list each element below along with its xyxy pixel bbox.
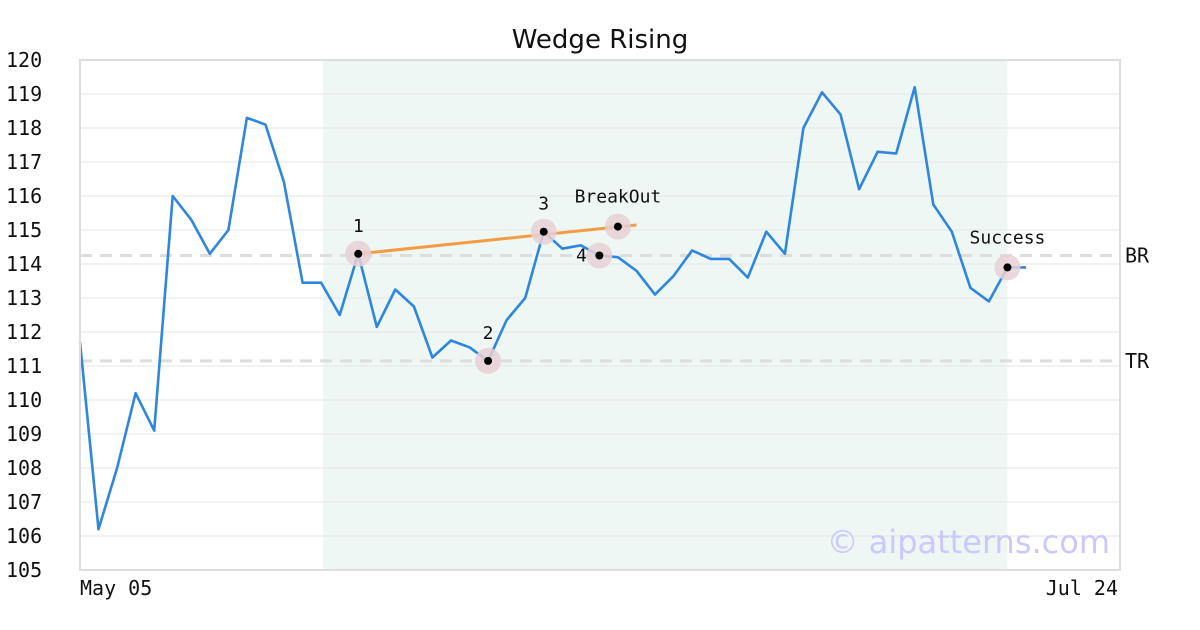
y-tick-label: 111 [6,354,42,378]
y-tick-label: 120 [6,48,42,72]
y-tick-label: 112 [6,320,42,344]
pattern-point-label: 2 [483,323,494,344]
y-tick-label: 117 [6,150,42,174]
watermark-text: © aipatterns.com [827,523,1110,561]
y-tick-label: 115 [6,218,42,242]
annotation-breakout: BreakOut [575,187,662,208]
shaded-pattern-region-layer [323,60,1008,570]
wedge-trendline [358,223,637,256]
chart-title: Wedge Rising [512,25,689,55]
pattern-point-label: 3 [538,194,549,215]
gridlines [80,59,1120,571]
y-tick-label: 116 [6,184,42,208]
y-tick-label: 107 [6,490,42,514]
shaded-pattern-region [323,60,1008,570]
reference-label-tr: TR [1125,349,1150,373]
y-tick-label: 106 [6,524,42,548]
y-tick-label: 109 [6,422,42,446]
x-tick-label: Jul 24 [1046,576,1118,600]
pattern-marker-dot [484,356,493,365]
y-tick-label: 119 [6,82,42,106]
y-tick-label: 110 [6,388,42,412]
annotation-success: Success [970,227,1046,248]
y-tick-label: 118 [6,116,42,140]
y-axis-ticks: 105 106 107 108 109 110 111 112 113 114 115 116 117 1… [6,48,42,582]
pattern-point-label: 1 [353,216,364,237]
wedge-line [358,223,637,256]
y-tick-label: 113 [6,286,42,310]
annotations: 1 2 3 4 BreakOut Success [353,187,1046,344]
pattern-point-label: 4 [576,246,587,267]
pattern-marker-dot [613,222,622,231]
y-tick-label: 108 [6,456,42,480]
pattern-marker-dot [539,227,548,236]
pattern-markers [345,213,1021,374]
x-tick-label: May 05 [80,576,152,600]
y-tick-label: 114 [6,252,42,276]
x-axis-ticks: May 05 Jul 24 [80,576,1118,600]
pattern-marker-dot [595,251,604,260]
reference-label-br: BR [1125,244,1150,268]
plot-frame [79,59,1121,571]
pattern-marker-dot [1003,263,1012,272]
pattern-marker-dot [354,249,363,258]
y-tick-label: 105 [6,558,42,582]
